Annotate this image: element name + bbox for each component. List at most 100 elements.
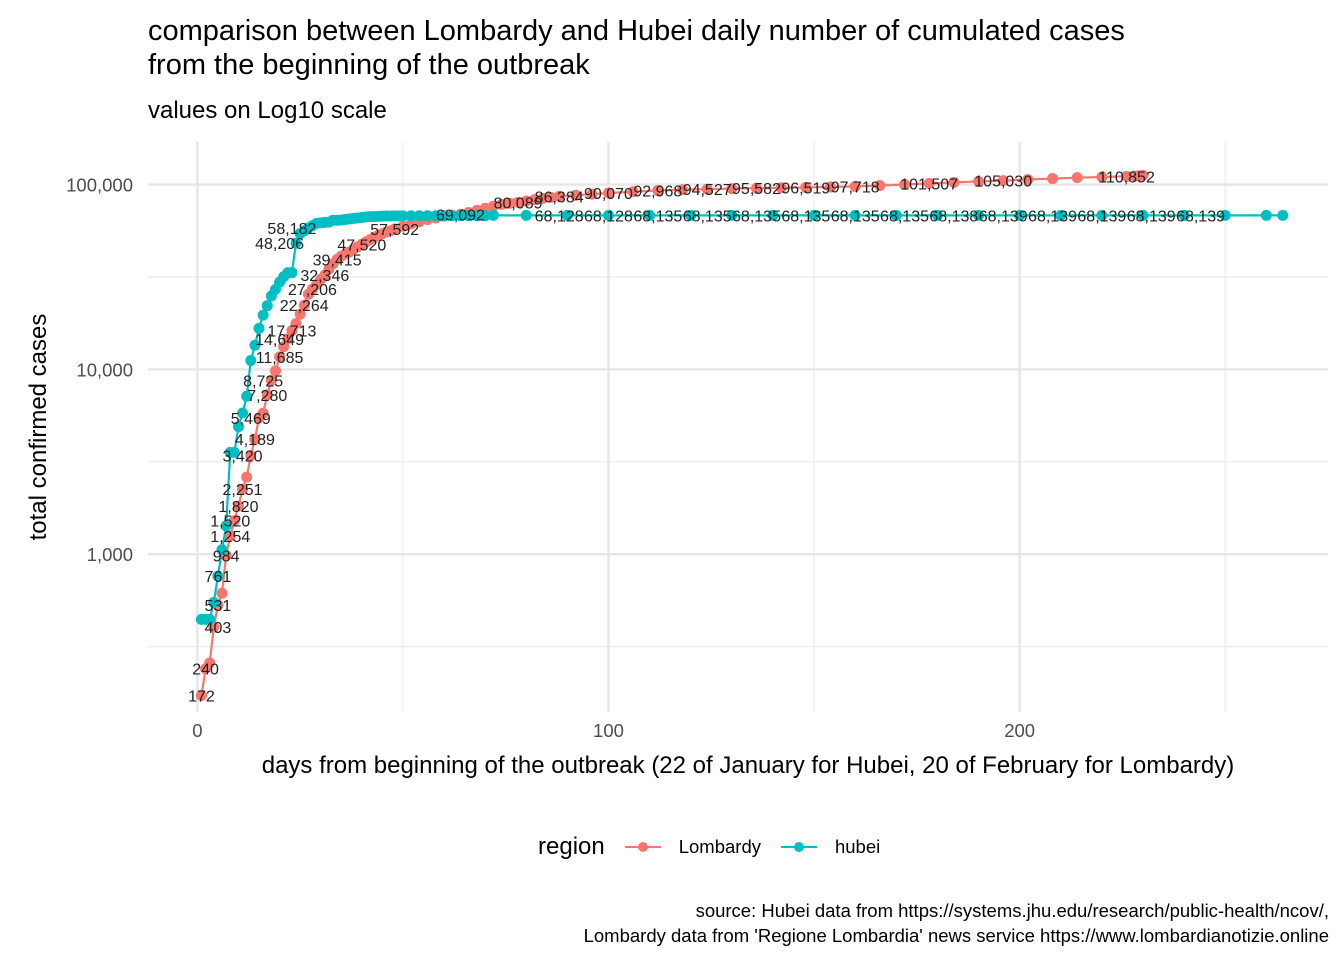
data-point-hubei (257, 309, 269, 321)
legend-label-lombardy: Lombardy (678, 836, 761, 857)
axes: 0 100 200 1,000 10,000 100,000 days from begin… (25, 175, 1234, 779)
data-point-hubei (520, 209, 532, 221)
data-label-lombardy: 96,519 (781, 180, 830, 197)
data-label-lombardy: 531 (205, 598, 232, 615)
legend-key-hubei (780, 842, 817, 852)
data-point-hubei (413, 210, 425, 222)
data-point-hubei (204, 613, 216, 625)
data-point-lombardy (997, 175, 1009, 187)
data-point-hubei (220, 520, 232, 532)
legend-item-lombardy: Lombardy (623, 836, 761, 858)
data-point-hubei (241, 390, 253, 402)
data-label-lombardy: 984 (213, 548, 240, 565)
data-point-hubei (561, 209, 573, 221)
data-point-lombardy (512, 196, 524, 208)
data-point-lombardy (537, 192, 549, 204)
x-tick-label: 100 (593, 720, 624, 741)
data-point-lombardy (825, 181, 837, 193)
data-point-lombardy (232, 500, 244, 512)
data-point-hubei (463, 210, 475, 222)
data-point-hubei (602, 209, 614, 221)
data-label-hubei: 8,725 (243, 373, 283, 390)
data-label-hubei: 3,420 (223, 449, 263, 466)
data-point-lombardy (290, 318, 302, 330)
data-label-hubei: 68,128 (584, 208, 633, 225)
data-point-hubei (644, 209, 656, 221)
legend-key-lombardy (624, 842, 661, 852)
data-point-hubei (216, 544, 228, 556)
data-label-hubei: 5,469 (231, 411, 271, 428)
x-tick-label: 0 (192, 720, 202, 741)
data-label-lombardy: 80,089 (494, 195, 543, 212)
data-point-hubei (261, 300, 273, 312)
data-point-lombardy (751, 182, 762, 194)
minor-gridlines (148, 142, 1328, 712)
data-point-lombardy (602, 187, 614, 199)
data-point-lombardy (504, 197, 516, 209)
data-point-lombardy (487, 200, 499, 212)
data-label-lombardy: 92,968 (633, 183, 682, 200)
data-point-lombardy (652, 184, 664, 196)
data-point-hubei (471, 210, 483, 222)
data-point-lombardy (874, 180, 886, 192)
data-point-lombardy (237, 483, 249, 495)
data-point-hubei (397, 210, 409, 222)
data-point-hubei (286, 267, 298, 279)
data-label-hubei: 68,139 (1127, 208, 1176, 225)
data-point-hubei (1055, 209, 1067, 221)
data-point-hubei (245, 354, 257, 366)
data-point-lombardy (775, 182, 787, 194)
data-point-lombardy (570, 189, 582, 201)
data-point-lombardy (627, 186, 639, 198)
data-point-hubei (1277, 209, 1289, 221)
data-label-lombardy: 69,092 (436, 207, 485, 224)
data-point-hubei (767, 209, 779, 221)
data-label-lombardy: 101,507 (900, 176, 958, 193)
data-point-hubei (232, 421, 244, 433)
data-label-lombardy: 4,189 (235, 432, 275, 449)
y-tick-label: 100,000 (66, 175, 133, 196)
data-point-lombardy (298, 299, 310, 311)
data-label-lombardy: 57,592 (370, 222, 419, 239)
data-label-hubei: 58,182 (267, 221, 316, 238)
data-label-lombardy: 86,384 (535, 189, 584, 206)
data-point-lombardy (948, 176, 960, 188)
data-label-lombardy: 39,415 (313, 252, 362, 269)
data-label-lombardy: 97,718 (831, 179, 880, 196)
data-point-lombardy (586, 188, 598, 200)
data-point-hubei (1096, 209, 1108, 221)
data-label-hubei: 68,139 (1077, 208, 1126, 225)
data-point-lombardy (294, 308, 306, 320)
data-label-hubei: 68,135 (880, 208, 929, 225)
data-point-hubei (685, 209, 697, 221)
data-point-hubei (479, 210, 491, 222)
data-point-lombardy (245, 450, 257, 462)
data-point-lombardy (479, 202, 491, 214)
data-label-hubei: 14,649 (255, 332, 304, 349)
data-point-hubei (208, 596, 220, 608)
data-point-lombardy (274, 351, 286, 363)
data-point-lombardy (520, 195, 532, 207)
data-point-lombardy (204, 657, 216, 669)
data-point-lombardy (1137, 169, 1149, 181)
data-point-hubei (726, 209, 738, 221)
data-point-lombardy (257, 407, 269, 419)
data-point-lombardy (496, 198, 508, 210)
data-point-lombardy (1121, 170, 1133, 182)
legend-title: region (538, 833, 605, 860)
data-point-lombardy (676, 184, 688, 196)
data-label-hubei: 68,128 (535, 208, 584, 225)
data-point-hubei (1260, 209, 1272, 221)
data-point-hubei (890, 209, 902, 221)
chart-caption: source: Hubei data from https://systems.… (584, 898, 1329, 948)
data-point-lombardy (923, 177, 935, 189)
data-label-lombardy: 172 (188, 688, 215, 705)
data-label-hubei: 68,138 (929, 208, 978, 225)
y-tick-label: 10,000 (76, 359, 133, 380)
data-point-lombardy (265, 374, 277, 386)
data-label-lombardy: 27,206 (288, 282, 337, 299)
data-point-hubei (454, 210, 466, 222)
data-point-lombardy (228, 515, 240, 527)
legend: region Lombardy hubei (538, 830, 898, 864)
